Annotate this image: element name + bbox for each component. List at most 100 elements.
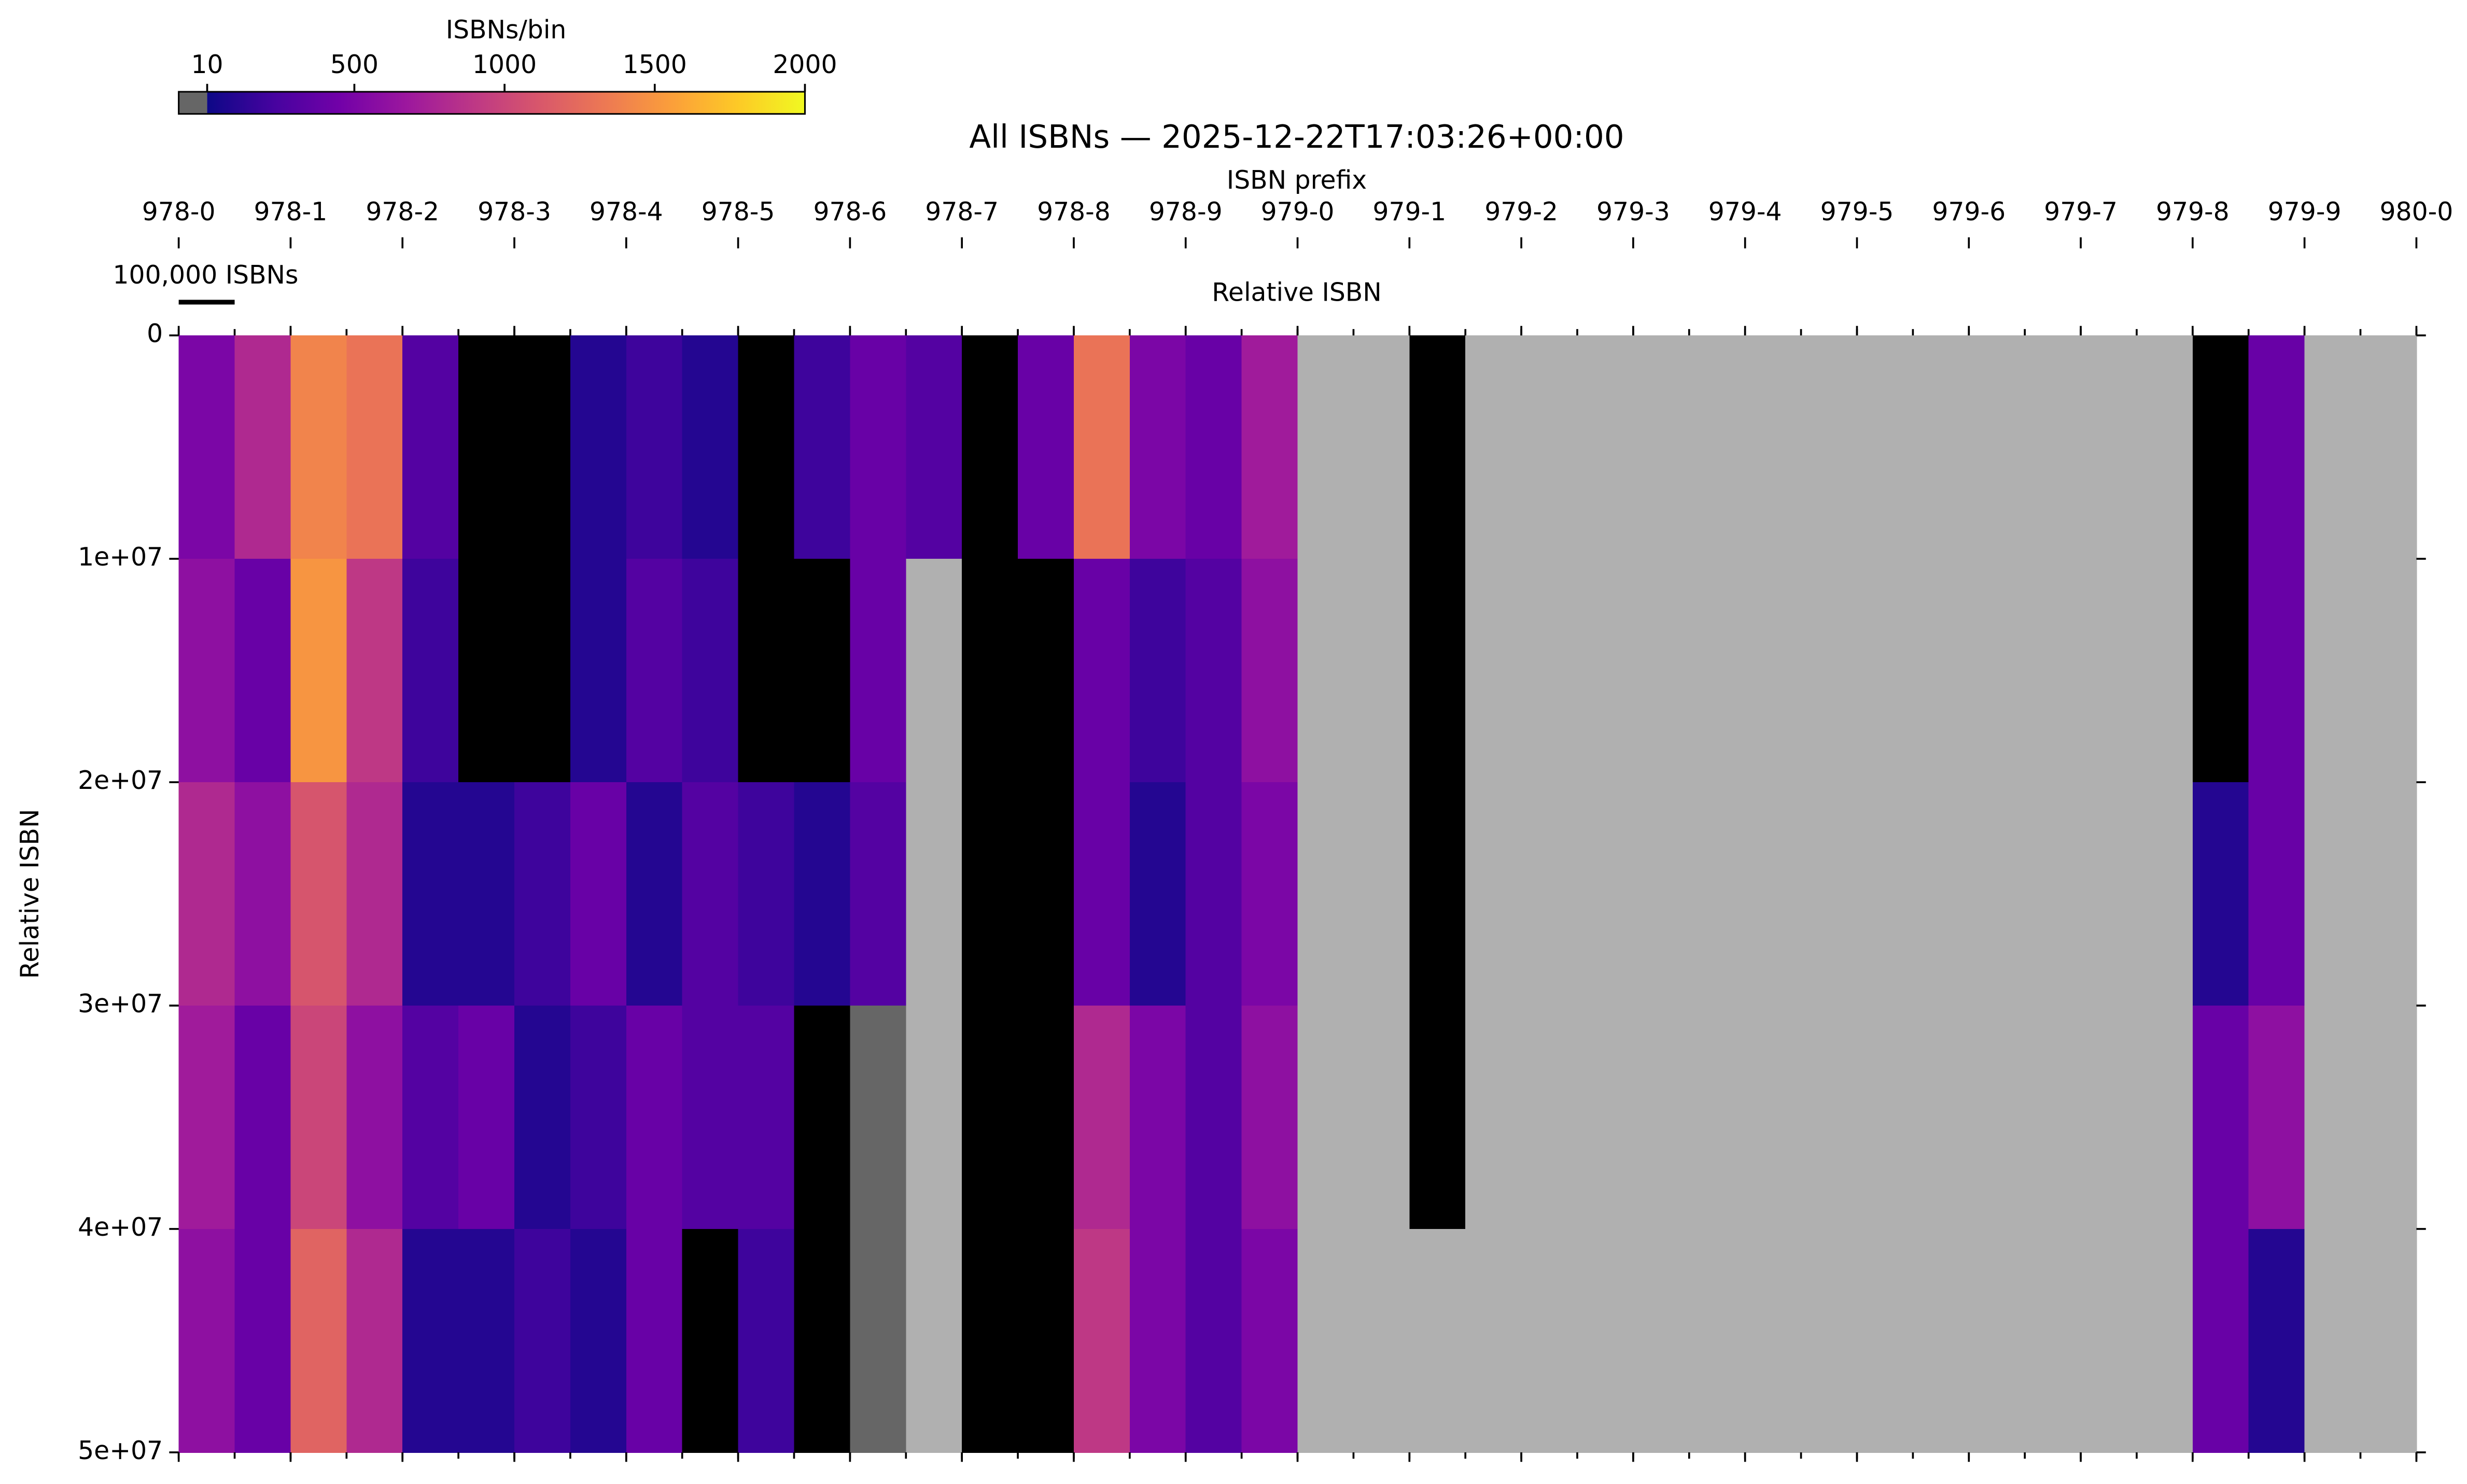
x-tick-label: 979-1 bbox=[1372, 197, 1446, 227]
heatmap-cell bbox=[290, 782, 347, 1007]
heatmap-cell bbox=[2025, 335, 2082, 560]
heatmap-cell bbox=[1521, 1228, 1578, 1453]
heatmap-cell bbox=[1633, 1228, 1690, 1453]
heatmap-cell bbox=[962, 335, 1019, 560]
heatmap-cell bbox=[1521, 1006, 1578, 1230]
heatmap-cell bbox=[570, 335, 627, 560]
heatmap-cell bbox=[2360, 782, 2417, 1007]
heatmap-cell bbox=[1297, 335, 1354, 560]
heatmap-cell bbox=[1018, 782, 1075, 1007]
heatmap-cell bbox=[682, 1006, 739, 1230]
heatmap-cell bbox=[234, 782, 291, 1007]
heatmap-cell bbox=[794, 335, 851, 560]
heatmap-cell bbox=[2136, 782, 2194, 1007]
x-tick-label: 978-4 bbox=[590, 197, 663, 227]
heatmap-cell bbox=[1018, 1228, 1075, 1453]
heatmap-cell bbox=[1297, 559, 1354, 783]
heatmap-cell bbox=[2192, 1228, 2249, 1453]
x-tick-label: 978-0 bbox=[142, 197, 216, 227]
heatmap-cell bbox=[1745, 1228, 1802, 1453]
heatmap-cell bbox=[626, 782, 683, 1007]
colorbar-tick-label: 1000 bbox=[472, 50, 537, 79]
x-tick-label: 979-6 bbox=[1932, 197, 2006, 227]
heatmap-cell bbox=[626, 559, 683, 783]
heatmap-cell bbox=[1465, 1228, 1522, 1453]
heatmap-cell bbox=[1801, 335, 1858, 560]
heatmap-cell bbox=[626, 1006, 683, 1230]
heatmap-cell bbox=[458, 1006, 515, 1230]
heatmap-cell bbox=[1465, 1006, 1522, 1230]
heatmap-cell bbox=[1633, 559, 1690, 783]
heatmap-cell bbox=[346, 1006, 403, 1230]
heatmap-cell bbox=[402, 1006, 459, 1230]
x-tick-label: 979-7 bbox=[2044, 197, 2118, 227]
heatmap-cell bbox=[2136, 559, 2194, 783]
heatmap-cell bbox=[2136, 335, 2194, 560]
heatmap-cell bbox=[1465, 782, 1522, 1007]
heatmap-cell bbox=[1018, 1006, 1075, 1230]
heatmap-cell bbox=[1409, 335, 1466, 560]
colorbar-frame bbox=[178, 91, 806, 115]
heatmap-cell bbox=[1969, 559, 2026, 783]
heatmap-cell bbox=[962, 782, 1019, 1007]
heatmap-cell bbox=[906, 559, 963, 783]
heatmap-cell bbox=[850, 782, 907, 1007]
heatmap-cell bbox=[1129, 335, 1186, 560]
heatmap-cell bbox=[2248, 1006, 2305, 1230]
heatmap-cell bbox=[290, 335, 347, 560]
heatmap-cell bbox=[1297, 1228, 1354, 1453]
heatmap-cell bbox=[906, 335, 963, 560]
heatmap-cell bbox=[1073, 335, 1131, 560]
heatmap-cell bbox=[2360, 335, 2417, 560]
heatmap-cell bbox=[2248, 559, 2305, 783]
heatmap-cell bbox=[2304, 1006, 2361, 1230]
heatmap-cell bbox=[1689, 1006, 1746, 1230]
heatmap-cell bbox=[682, 782, 739, 1007]
heatmap-cell bbox=[1018, 559, 1075, 783]
heatmap-cell bbox=[1913, 559, 1970, 783]
x-tick-label: 979-3 bbox=[1596, 197, 1670, 227]
heatmap-cell bbox=[1801, 782, 1858, 1007]
colorbar-tick-label: 10 bbox=[191, 50, 223, 79]
heatmap-cell bbox=[570, 1228, 627, 1453]
heatmap-cell bbox=[290, 559, 347, 783]
heatmap-cell bbox=[1801, 1228, 1858, 1453]
heatmap-cell bbox=[1185, 559, 1242, 783]
heatmap-cell bbox=[1969, 1228, 2026, 1453]
heatmap-cell bbox=[1577, 559, 1634, 783]
y-tick-label: 5e+07 bbox=[78, 1436, 163, 1465]
colorbar-tick-label: 1500 bbox=[623, 50, 687, 79]
heatmap-cell bbox=[514, 1006, 571, 1230]
heatmap-cell bbox=[1353, 1228, 1410, 1453]
heatmap-cell bbox=[2081, 1006, 2138, 1230]
heatmap-cell bbox=[1633, 335, 1690, 560]
heatmap-cell bbox=[2081, 335, 2138, 560]
heatmap-cell bbox=[850, 1228, 907, 1453]
heatmap-cell bbox=[290, 1006, 347, 1230]
heatmap-cell bbox=[1857, 335, 1914, 560]
heatmap-cell bbox=[570, 1006, 627, 1230]
heatmap-cell bbox=[2304, 782, 2361, 1007]
x-tick-label: 979-0 bbox=[1261, 197, 1335, 227]
heatmap-cell bbox=[1185, 1006, 1242, 1230]
heatmap-cell bbox=[1689, 335, 1746, 560]
heatmap-cell bbox=[1018, 335, 1075, 560]
heatmap-cell bbox=[2025, 559, 2082, 783]
heatmap-cell bbox=[1073, 1228, 1131, 1453]
heatmap-cell bbox=[1689, 1228, 1746, 1453]
heatmap-cell bbox=[2360, 559, 2417, 783]
heatmap-cell bbox=[402, 335, 459, 560]
heatmap-cell bbox=[962, 1228, 1019, 1453]
heatmap-cell bbox=[1241, 782, 1298, 1007]
heatmap-cell bbox=[178, 559, 235, 783]
heatmap-cell bbox=[626, 335, 683, 560]
heatmap-cell bbox=[458, 335, 515, 560]
heatmap-cell bbox=[1969, 1006, 2026, 1230]
heatmap-cell bbox=[682, 335, 739, 560]
heatmap-cell bbox=[1353, 1006, 1410, 1230]
y-axis-label: Relative ISBN bbox=[15, 809, 45, 979]
heatmap-cell bbox=[1185, 782, 1242, 1007]
heatmap-cell bbox=[570, 559, 627, 783]
heatmap-cell bbox=[682, 1228, 739, 1453]
heatmap-cell bbox=[2081, 782, 2138, 1007]
